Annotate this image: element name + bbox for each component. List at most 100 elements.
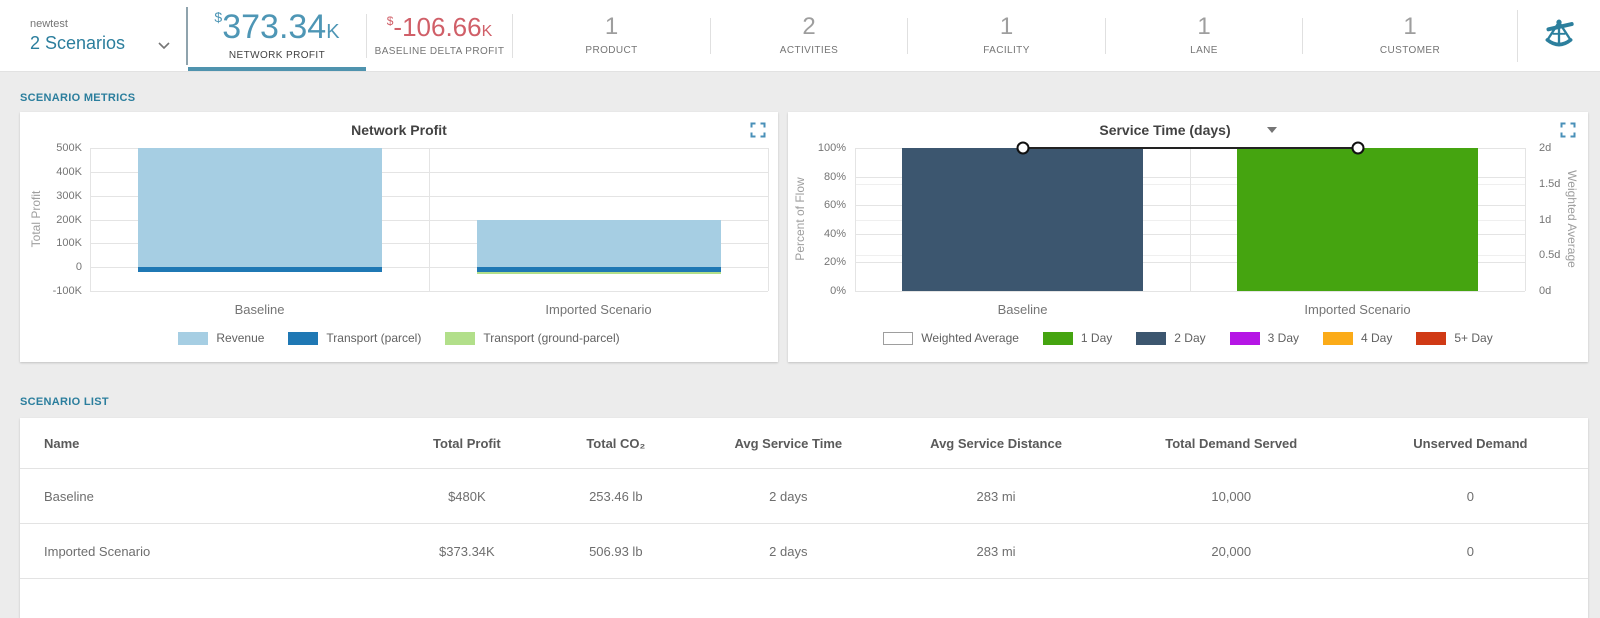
- sextant-icon-button[interactable]: [1518, 0, 1600, 71]
- bar-segment-transport-parcel-[interactable]: [137, 267, 382, 272]
- legend-label: 4 Day: [1361, 331, 1393, 345]
- day-axis-tick-label: 0d: [1539, 285, 1552, 297]
- network-profit-card: Network Profit 500K 400K 300K 200K 100K 0 -100…: [20, 112, 778, 362]
- legend-item[interactable]: Revenue: [178, 331, 264, 345]
- category-label: Imported Scenario: [545, 302, 652, 317]
- day-axis-tick-label: 2d: [1539, 142, 1552, 154]
- active-tab-underline: [188, 67, 366, 71]
- bar-segment-2-day[interactable]: [901, 148, 1144, 291]
- divider: [186, 6, 188, 65]
- service-time-chart-title: Service Time (days): [1099, 122, 1231, 138]
- tab-network-profit[interactable]: $373.34K NETWORK PROFIT: [188, 0, 366, 71]
- scenario-list-card: Name Total Profit Total CO₂ Avg Service Tim…: [20, 418, 1588, 618]
- bar-segment-revenue[interactable]: [137, 148, 382, 268]
- legend-item[interactable]: Transport (ground-parcel): [445, 331, 620, 345]
- table-row[interactable]: Baseline $480K 253.46 lb 2 days 283 mi 10,000…: [20, 468, 1588, 524]
- legend-label: 3 Day: [1267, 331, 1299, 345]
- sextant-icon: [1540, 16, 1578, 55]
- bar-segment-transport-ground-parcel-[interactable]: [476, 271, 721, 274]
- legend-swatch: [1323, 331, 1353, 345]
- tab-baseline-delta-profit[interactable]: $-106.66K BASELINE DELTA PROFIT: [367, 0, 512, 71]
- day-axis-tick-label: 1.5d: [1539, 177, 1561, 190]
- category-label: Baseline: [997, 302, 1048, 317]
- bar-segment-transport-parcel-[interactable]: [476, 267, 721, 272]
- table-row[interactable]: Imported Scenario $373.34K 506.93 lb 2 days…: [20, 523, 1588, 579]
- legend-label: Revenue: [216, 331, 265, 345]
- table-cell: Imported Scenario: [20, 523, 397, 579]
- legend-swatch: [1416, 331, 1447, 345]
- y-axis-tick-label: 200K: [56, 213, 82, 226]
- table-cell: 10,000: [1109, 468, 1353, 524]
- table-cell: 2 days: [694, 523, 883, 579]
- table-cell: 506.93 lb: [537, 523, 695, 579]
- right-axis-title: Weighted Average: [1565, 169, 1579, 268]
- scenario-metrics-heading: SCENARIO METRICS: [20, 92, 136, 104]
- percent-axis-tick-label: 100%: [817, 142, 846, 154]
- table-cell: 2 days: [694, 468, 883, 524]
- scenario-selector[interactable]: newtest 2 Scenarios: [0, 0, 186, 71]
- bar-segment-revenue[interactable]: [476, 219, 721, 268]
- legend-label: Weighted Average: [921, 331, 1019, 345]
- legend-swatch: [288, 331, 319, 345]
- table-header-cell: Name: [44, 435, 80, 451]
- legend-item[interactable]: Transport (parcel): [288, 331, 421, 345]
- legend-swatch: [178, 331, 209, 345]
- legend-item[interactable]: 1 Day: [1042, 331, 1113, 345]
- network-profit-title-row: Network Profit: [20, 122, 778, 138]
- gridline: [90, 291, 768, 292]
- y-axis-title: Total Profit: [29, 190, 43, 247]
- table-cell: 253.46 lb: [537, 468, 695, 524]
- expand-icon[interactable]: [1560, 122, 1576, 138]
- legend-label: Transport (parcel): [326, 331, 422, 345]
- activities-count: 2: [802, 13, 816, 40]
- gridline: [429, 148, 430, 291]
- tab-product[interactable]: 1 PRODUCT: [513, 0, 710, 71]
- lane-label: LANE: [1190, 45, 1218, 56]
- top-bar: newtest 2 Scenarios $373.34K NETWORK PRO…: [0, 0, 1600, 72]
- network-profit-label: NETWORK PROFIT: [228, 50, 326, 61]
- bar-segment-1-day[interactable]: [1236, 148, 1479, 291]
- tab-activities[interactable]: 2 ACTIVITIES: [711, 0, 907, 71]
- chart-legend: Weighted Average 1 Day 2 Day 3 Day 4 Day 5+ D…: [788, 328, 1588, 348]
- scenario-list-heading: SCENARIO LIST: [20, 396, 109, 408]
- customer-label: CUSTOMER: [1379, 45, 1441, 56]
- service-time-chart: 100% 80% 60% 40% 20% 0% 2d 1.5d 1d 0.5d 0d Percent …: [788, 112, 1588, 362]
- table-header-cell: Avg Service Distance: [930, 435, 1062, 451]
- dropdown-caret-icon: [1266, 127, 1277, 133]
- percent-axis-tick-label: 0%: [830, 285, 846, 297]
- percent-axis-tick-label: 20%: [823, 256, 846, 269]
- baseline-delta-value: $-106.66K: [386, 12, 493, 42]
- weighted-average-marker[interactable]: [1016, 141, 1029, 155]
- divider: [1517, 9, 1518, 62]
- weighted-average-marker[interactable]: [1351, 141, 1364, 155]
- scenario-count-label: 2 Scenarios: [30, 32, 126, 53]
- legend-item[interactable]: 5+ Day: [1416, 331, 1493, 345]
- tab-lane[interactable]: 1 LANE: [1106, 0, 1302, 71]
- baseline-delta-label: BASELINE DELTA PROFIT: [374, 46, 505, 57]
- weighted-average-line: [1022, 147, 1358, 149]
- table-cell: Baseline: [20, 468, 397, 524]
- tab-customer[interactable]: 1 CUSTOMER: [1303, 0, 1517, 71]
- expand-icon[interactable]: [750, 122, 766, 138]
- y-axis-tick-label: 100K: [56, 237, 82, 250]
- legend-item[interactable]: 4 Day: [1323, 331, 1392, 345]
- product-label: PRODUCT: [585, 45, 638, 56]
- legend-item[interactable]: 2 Day: [1136, 331, 1206, 345]
- gridline: [855, 148, 856, 291]
- divider: [366, 13, 367, 58]
- service-time-dropdown[interactable]: Service Time (days): [788, 122, 1588, 138]
- scenario-table: Name Total Profit Total CO₂ Avg Service Tim…: [20, 418, 1588, 579]
- table-cell: 283 mi: [882, 468, 1110, 524]
- legend-swatch: [445, 331, 476, 345]
- legend-item[interactable]: Weighted Average: [883, 331, 1019, 345]
- gridline: [1525, 148, 1526, 291]
- y-axis-tick-label: -100K: [52, 285, 82, 297]
- left-axis-title: Percent of Flow: [793, 176, 807, 261]
- tab-facility[interactable]: 1 FACILITY: [908, 0, 1105, 71]
- legend-item[interactable]: 3 Day: [1229, 331, 1299, 345]
- legend-label: 1 Day: [1080, 331, 1113, 345]
- y-axis-tick-label: 300K: [56, 189, 82, 202]
- legend-label: 2 Day: [1174, 331, 1206, 345]
- activities-label: ACTIVITIES: [779, 45, 839, 56]
- chevron-down-icon: [158, 36, 170, 54]
